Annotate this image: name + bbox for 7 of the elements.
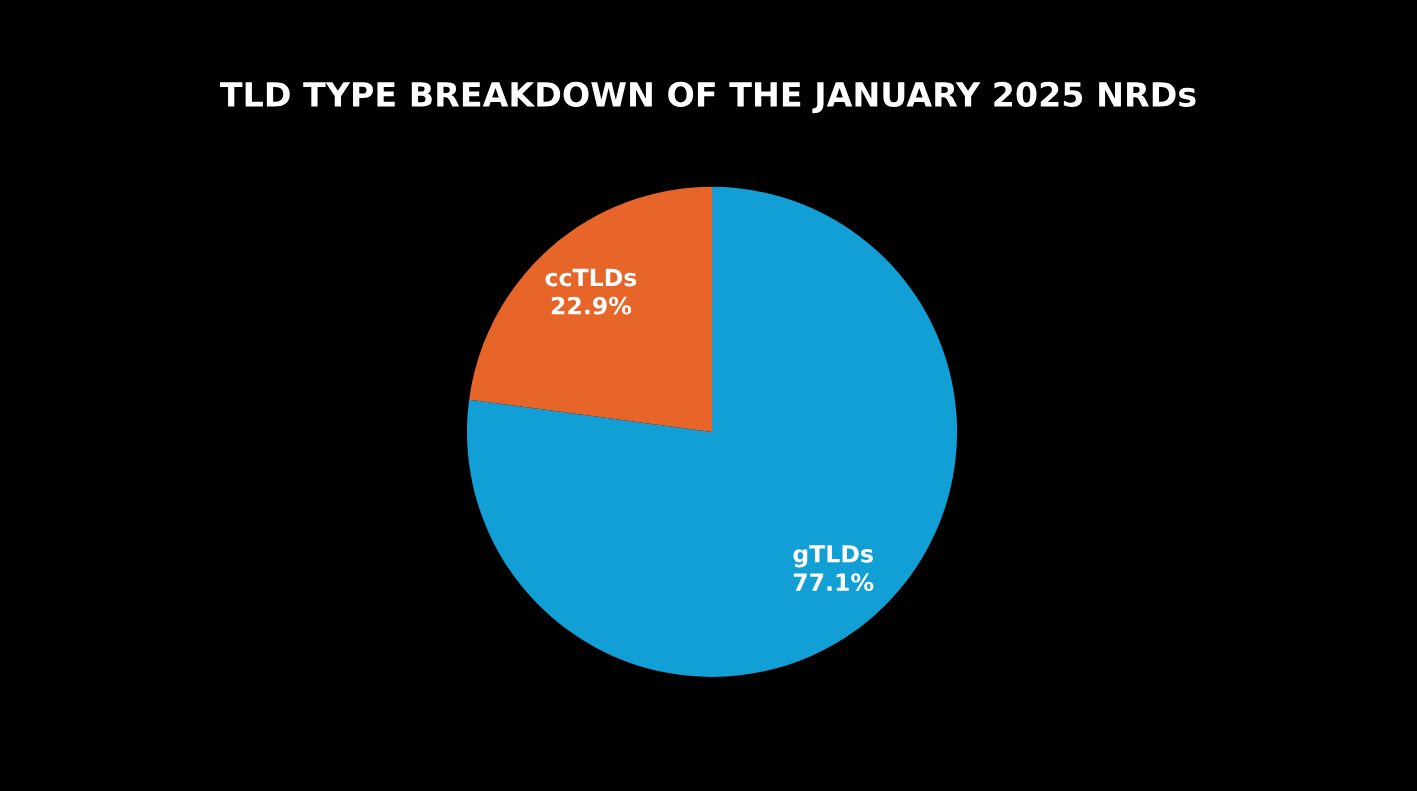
data-label: 77.1%: [793, 573, 874, 592]
pie-slice: [469, 186, 713, 432]
data-label: 22.9%: [551, 296, 632, 315]
pie-slice: [466, 186, 958, 677]
slice-label: gTLDs: [793, 545, 873, 568]
chart-title: TLD TYPE BREAKDOWN OF THE JANUARY 2025 NRDs: [219, 81, 1196, 114]
slice-label: ccTLDs: [545, 268, 637, 287]
